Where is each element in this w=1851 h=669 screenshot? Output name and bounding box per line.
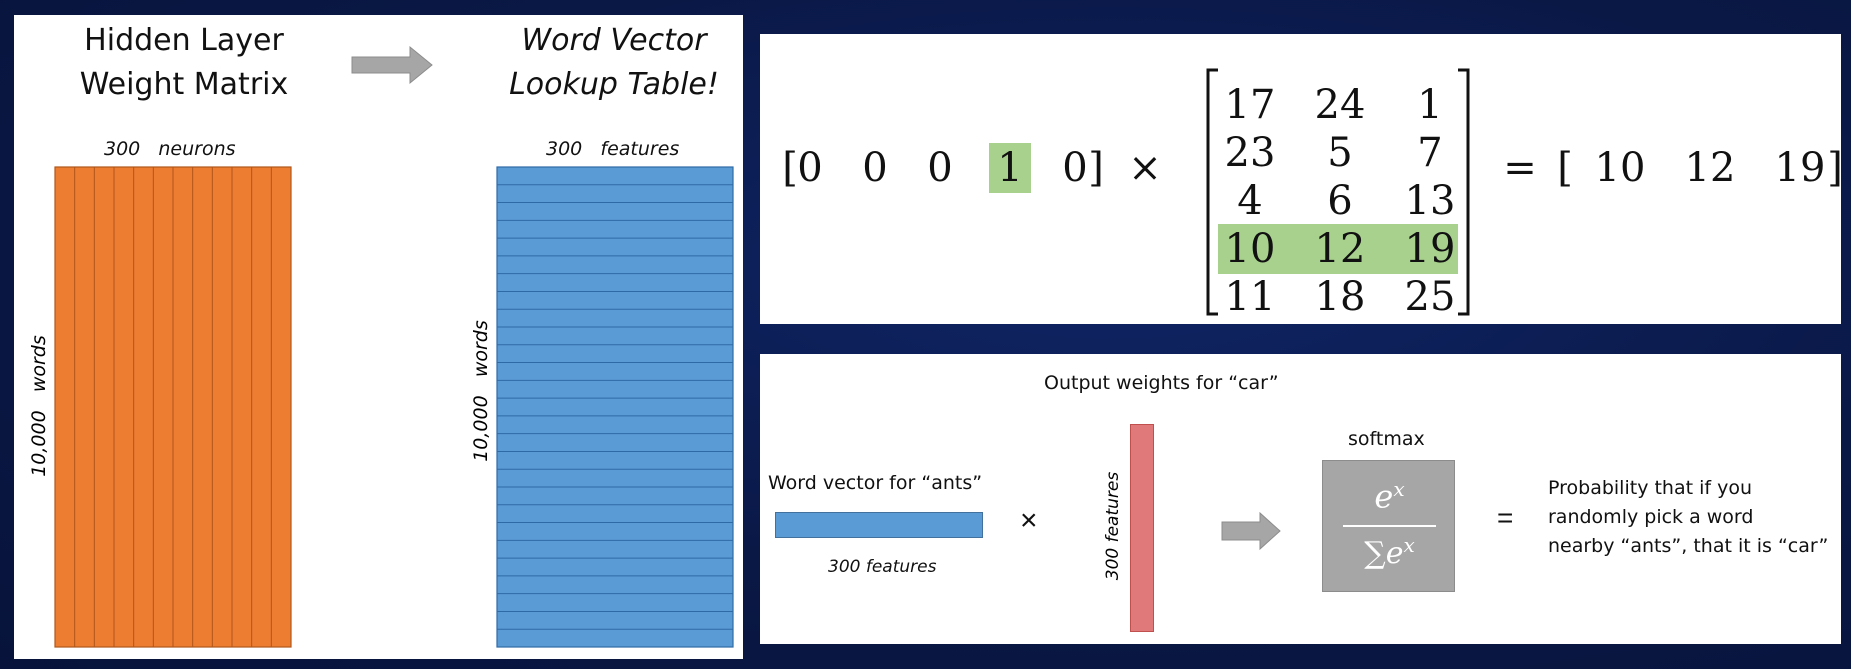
selected-entry-highlight	[989, 143, 1031, 193]
neurons-label: 300 neurons	[104, 138, 236, 160]
probability-line: Probability that if you	[1548, 477, 1753, 499]
matrix-multiplication-panel: [0 0 0 1 0] × 17 24 1 23 5 7 4 6 13 10 12 19 11 18 25 =[10 12 1…	[760, 34, 1843, 324]
matrix-cell: 23	[1225, 130, 1276, 176]
features-label: 300 features	[546, 138, 680, 160]
matrix-cell: 18	[1315, 274, 1366, 320]
orange-words-label: 10,000 words	[28, 335, 50, 477]
result-entry: 10	[1595, 145, 1646, 191]
lookup-table-title-line1: Word Vector	[521, 23, 707, 58]
softmax-numerator: ex	[1374, 477, 1405, 516]
softmax-denominator: ∑ex	[1364, 533, 1415, 571]
times-sign: ×	[1128, 145, 1162, 191]
matrix-cell: 24	[1315, 82, 1366, 128]
hidden-layer-title-line1: Hidden Layer	[84, 23, 284, 58]
matrix-cell: 12	[1315, 226, 1366, 272]
times-sign: ×	[1020, 504, 1038, 537]
selected-row-highlight	[1218, 224, 1458, 274]
equals-sign: =	[1503, 145, 1537, 191]
fraction-bar	[1343, 525, 1436, 527]
lookup-table-title-line2: Lookup Table!	[509, 67, 719, 102]
softmax-box: ex ∑ex	[1322, 460, 1455, 592]
word-vector-label: Word vector for “ants”	[768, 472, 983, 494]
blue-words-label: 10,000 words	[470, 320, 492, 462]
arrow-icon	[1221, 511, 1281, 551]
matrix-bracket-right	[1458, 68, 1470, 316]
matrix-cell: 1	[1417, 82, 1442, 128]
matrix-cell: 11	[1225, 274, 1276, 320]
matrix-cell: 6	[1327, 178, 1352, 224]
hidden-layer-matrix	[54, 166, 292, 648]
row-vector-entry: 0	[927, 145, 952, 191]
output-weights-label: Output weights for “car”	[1044, 372, 1279, 394]
output-weights-bar	[1130, 424, 1154, 632]
lookup-table-title: Word Vector Lookup Table!	[484, 19, 744, 107]
arrow-icon	[351, 45, 433, 85]
row-vector-entry: 1	[997, 145, 1022, 191]
matrix-body	[496, 166, 734, 648]
hidden-layer-title-line2: Weight Matrix	[79, 67, 289, 102]
result-bracket-left: [	[1557, 145, 1573, 191]
matrix-cell: 19	[1405, 226, 1456, 272]
matrix-cell: 25	[1405, 274, 1456, 320]
softmax-label: softmax	[1348, 428, 1425, 450]
equals-sign: =	[1497, 502, 1514, 533]
word-vector-features-label: 300 features	[828, 557, 937, 577]
output-features-label: 300 features	[1103, 471, 1123, 581]
row-vector-entry: 0	[1062, 145, 1087, 191]
probability-line: nearby “ants”, that it is “car”	[1548, 535, 1829, 557]
matrix-cell: 17	[1225, 82, 1276, 128]
probability-line: randomly pick a word	[1548, 506, 1754, 528]
hidden-layer-title: Hidden Layer Weight Matrix	[54, 19, 314, 107]
row-vector-entry: 0	[797, 145, 822, 191]
left-panel: Hidden Layer Weight Matrix Word Vector L…	[14, 15, 743, 659]
result-bracket-right: ]	[1827, 145, 1843, 191]
row-vector-bracket-left: [	[782, 145, 798, 191]
matrix-bracket-left	[1206, 68, 1218, 316]
lookup-table-matrix	[496, 166, 734, 648]
matrix-cell: 7	[1417, 130, 1442, 176]
result-entry: 19	[1775, 145, 1826, 191]
result-entry: 12	[1685, 145, 1736, 191]
matrix-cell: 10	[1225, 226, 1276, 272]
softmax-panel: Output weights for “car” Word vector for…	[760, 354, 1841, 644]
row-vector-bracket-right: ]	[1088, 145, 1104, 191]
row-vector-entry: 0	[862, 145, 887, 191]
probability-text: Probability that if you randomly pick a …	[1548, 474, 1828, 561]
matrix-cell: 4	[1237, 178, 1262, 224]
matrix-cell: 5	[1327, 130, 1352, 176]
word-vector-bar	[775, 512, 983, 538]
matrix-cell: 13	[1405, 178, 1456, 224]
